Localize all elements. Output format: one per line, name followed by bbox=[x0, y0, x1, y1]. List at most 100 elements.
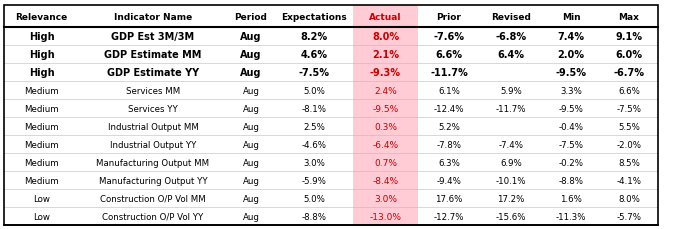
Text: -0.2%: -0.2% bbox=[558, 158, 583, 167]
Text: Industrial Output YY: Industrial Output YY bbox=[109, 140, 197, 149]
Text: 6.0%: 6.0% bbox=[615, 50, 643, 60]
Text: -2.0%: -2.0% bbox=[617, 140, 641, 149]
Text: Max: Max bbox=[619, 12, 639, 21]
Text: -9.4%: -9.4% bbox=[437, 176, 462, 185]
Text: Min: Min bbox=[562, 12, 580, 21]
Text: 0.3%: 0.3% bbox=[374, 122, 397, 131]
Text: 3.3%: 3.3% bbox=[560, 86, 582, 95]
Text: -0.4%: -0.4% bbox=[558, 122, 583, 131]
Text: -7.4%: -7.4% bbox=[498, 140, 524, 149]
Text: -4.6%: -4.6% bbox=[301, 140, 326, 149]
Text: Actual: Actual bbox=[369, 12, 402, 21]
Text: Revised: Revised bbox=[491, 12, 531, 21]
Text: Aug: Aug bbox=[240, 32, 262, 42]
Text: 5.2%: 5.2% bbox=[438, 122, 460, 131]
Text: 8.0%: 8.0% bbox=[372, 32, 399, 42]
Text: -8.8%: -8.8% bbox=[558, 176, 583, 185]
Text: 5.0%: 5.0% bbox=[303, 86, 325, 95]
Text: 9.1%: 9.1% bbox=[615, 32, 643, 42]
Text: Construction O/P Vol MM: Construction O/P Vol MM bbox=[100, 194, 206, 203]
Text: 6.4%: 6.4% bbox=[498, 50, 524, 60]
Text: -11.3%: -11.3% bbox=[556, 212, 586, 221]
Text: -6.8%: -6.8% bbox=[496, 32, 526, 42]
Text: Services YY: Services YY bbox=[128, 104, 178, 113]
Text: Aug: Aug bbox=[243, 158, 260, 167]
Text: 1.6%: 1.6% bbox=[560, 194, 582, 203]
Text: Medium: Medium bbox=[24, 122, 58, 131]
Text: 5.5%: 5.5% bbox=[618, 122, 640, 131]
Text: 3.0%: 3.0% bbox=[303, 158, 325, 167]
Text: GDP Estimate YY: GDP Estimate YY bbox=[107, 68, 199, 78]
Text: 4.6%: 4.6% bbox=[301, 50, 328, 60]
Text: 6.6%: 6.6% bbox=[435, 50, 462, 60]
Text: Aug: Aug bbox=[243, 194, 260, 203]
Text: 2.4%: 2.4% bbox=[374, 86, 397, 95]
Text: -13.0%: -13.0% bbox=[369, 212, 401, 221]
Text: 17.2%: 17.2% bbox=[497, 194, 525, 203]
Text: Period: Period bbox=[235, 12, 267, 21]
Text: 6.6%: 6.6% bbox=[618, 86, 640, 95]
Text: 6.3%: 6.3% bbox=[438, 158, 460, 167]
Text: -12.4%: -12.4% bbox=[434, 104, 464, 113]
Text: -9.3%: -9.3% bbox=[370, 68, 401, 78]
Text: 8.5%: 8.5% bbox=[618, 158, 640, 167]
Text: 0.7%: 0.7% bbox=[374, 158, 397, 167]
Text: 2.0%: 2.0% bbox=[558, 50, 585, 60]
Text: Medium: Medium bbox=[24, 104, 58, 113]
Text: 2.5%: 2.5% bbox=[303, 122, 325, 131]
Text: -7.8%: -7.8% bbox=[437, 140, 462, 149]
Text: -9.5%: -9.5% bbox=[373, 104, 398, 113]
Text: Aug: Aug bbox=[243, 176, 260, 185]
Text: Medium: Medium bbox=[24, 140, 58, 149]
Text: Aug: Aug bbox=[243, 212, 260, 221]
Text: -12.7%: -12.7% bbox=[434, 212, 464, 221]
Text: -4.1%: -4.1% bbox=[617, 176, 641, 185]
Text: Medium: Medium bbox=[24, 158, 58, 167]
Text: -9.5%: -9.5% bbox=[558, 104, 583, 113]
Text: 7.4%: 7.4% bbox=[558, 32, 585, 42]
Text: Low: Low bbox=[33, 194, 50, 203]
Text: Aug: Aug bbox=[243, 140, 260, 149]
Bar bbox=[353, 6, 418, 225]
Text: Medium: Medium bbox=[24, 176, 58, 185]
Text: 3.0%: 3.0% bbox=[374, 194, 397, 203]
Text: Indicator Name: Indicator Name bbox=[114, 12, 192, 21]
Text: -11.7%: -11.7% bbox=[430, 68, 468, 78]
Text: -5.7%: -5.7% bbox=[617, 212, 641, 221]
Text: -8.1%: -8.1% bbox=[301, 104, 326, 113]
Text: 6.1%: 6.1% bbox=[438, 86, 460, 95]
Text: Aug: Aug bbox=[243, 104, 260, 113]
Text: GDP Est 3M/3M: GDP Est 3M/3M bbox=[112, 32, 194, 42]
Text: -7.5%: -7.5% bbox=[558, 140, 583, 149]
Text: High: High bbox=[29, 32, 54, 42]
Text: 2.1%: 2.1% bbox=[372, 50, 399, 60]
Text: 17.6%: 17.6% bbox=[435, 194, 462, 203]
Text: Low: Low bbox=[33, 212, 50, 221]
Text: -10.1%: -10.1% bbox=[496, 176, 526, 185]
Text: Medium: Medium bbox=[24, 86, 58, 95]
Text: -15.6%: -15.6% bbox=[496, 212, 526, 221]
Text: High: High bbox=[29, 68, 54, 78]
Text: Manufacturing Output YY: Manufacturing Output YY bbox=[99, 176, 207, 185]
Text: 6.9%: 6.9% bbox=[500, 158, 522, 167]
Text: -7.5%: -7.5% bbox=[617, 104, 641, 113]
Text: Construction O/P Vol YY: Construction O/P Vol YY bbox=[103, 212, 203, 221]
Text: -5.9%: -5.9% bbox=[301, 176, 326, 185]
Text: Expectations: Expectations bbox=[281, 12, 347, 21]
Text: 8.0%: 8.0% bbox=[618, 194, 640, 203]
Text: -9.5%: -9.5% bbox=[556, 68, 586, 78]
Text: -6.4%: -6.4% bbox=[373, 140, 398, 149]
Text: Industrial Output MM: Industrial Output MM bbox=[107, 122, 199, 131]
Text: -7.6%: -7.6% bbox=[434, 32, 464, 42]
Text: Aug: Aug bbox=[240, 50, 262, 60]
Text: -7.5%: -7.5% bbox=[299, 68, 330, 78]
Text: Aug: Aug bbox=[243, 122, 260, 131]
Text: Prior: Prior bbox=[437, 12, 462, 21]
Text: High: High bbox=[29, 50, 54, 60]
Text: Relevance: Relevance bbox=[16, 12, 67, 21]
Text: -6.7%: -6.7% bbox=[613, 68, 645, 78]
Text: 8.2%: 8.2% bbox=[301, 32, 328, 42]
Text: Aug: Aug bbox=[240, 68, 262, 78]
Text: Manufacturing Output MM: Manufacturing Output MM bbox=[97, 158, 209, 167]
Text: 5.0%: 5.0% bbox=[303, 194, 325, 203]
